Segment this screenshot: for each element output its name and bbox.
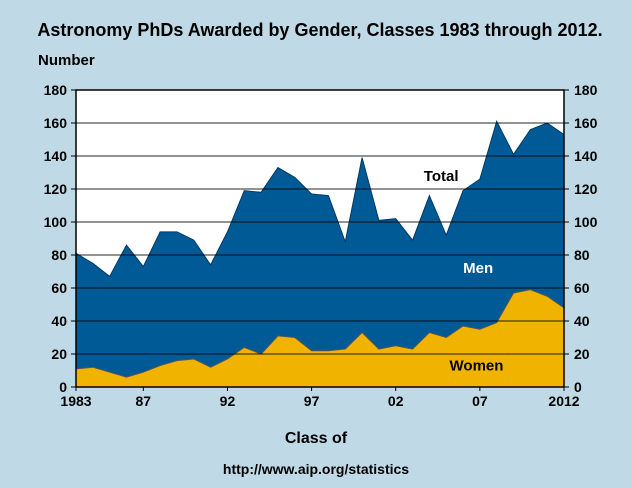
y-tick-label-left: 180 (44, 82, 68, 98)
x-tick-label: 92 (220, 393, 236, 409)
x-tick-label: 87 (136, 393, 152, 409)
y-tick-label-left: 20 (51, 346, 67, 362)
y-tick-label-right: 120 (574, 181, 598, 197)
women-area (76, 289, 564, 387)
y-tick-label-right: 20 (574, 346, 590, 362)
x-tick-label: 97 (304, 393, 320, 409)
y-tick-label-right: 180 (574, 82, 598, 98)
x-tick-label: 1983 (60, 393, 91, 409)
women-series-line (75, 289, 565, 378)
y-axis-label: Number (38, 52, 95, 69)
y-tick-label-right: 100 (574, 214, 598, 230)
series-label-total: Total (424, 168, 459, 185)
y-tick-label-left: 120 (44, 181, 68, 197)
y-tick-label-right: 40 (574, 313, 590, 329)
x-tick-label: 2012 (548, 393, 579, 409)
x-tick-label: 07 (472, 393, 488, 409)
y-tick-label-right: 160 (574, 115, 598, 131)
y-tick-label-left: 160 (44, 115, 68, 131)
y-tick-label-right: 60 (574, 280, 590, 296)
y-tick-label-right: 0 (574, 379, 582, 395)
source-url: http://www.aip.org/statistics (222, 461, 410, 477)
y-tick-label-left: 40 (51, 313, 67, 329)
y-tick-label-right: 140 (574, 148, 598, 164)
series-label-women: Women (450, 358, 504, 375)
y-tick-label-left: 80 (51, 247, 67, 263)
y-tick-label-left: 100 (44, 214, 68, 230)
x-axis-label: Class of (284, 430, 348, 447)
series-label-men: Men (463, 260, 493, 277)
y-tick-label-left: 0 (59, 379, 67, 395)
y-tick-label-left: 140 (44, 148, 68, 164)
total-series-line (75, 119, 565, 278)
chart-title: Astronomy PhDs Awarded by Gender, Classe… (37, 20, 603, 40)
y-tick-label-right: 80 (574, 247, 590, 263)
x-tick-label: 02 (388, 393, 404, 409)
plot-frame (75, 89, 565, 388)
y-tick-label-left: 60 (51, 280, 67, 296)
